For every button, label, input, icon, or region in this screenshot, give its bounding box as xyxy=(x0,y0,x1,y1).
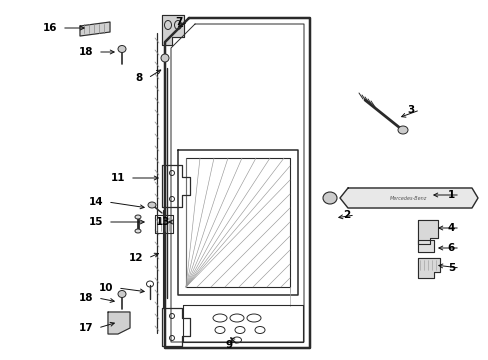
Text: 10: 10 xyxy=(98,283,113,293)
Text: 2: 2 xyxy=(342,210,349,220)
Text: 3: 3 xyxy=(407,105,414,115)
Text: 1: 1 xyxy=(447,190,454,200)
Text: 7: 7 xyxy=(175,17,183,27)
Text: Mercedes-Benz: Mercedes-Benz xyxy=(389,197,427,202)
Text: 18: 18 xyxy=(79,47,93,57)
Polygon shape xyxy=(339,188,477,208)
Text: 18: 18 xyxy=(79,293,93,303)
Ellipse shape xyxy=(118,45,126,53)
Ellipse shape xyxy=(135,215,141,219)
Polygon shape xyxy=(417,258,439,278)
Ellipse shape xyxy=(118,291,126,297)
Text: 6: 6 xyxy=(447,243,454,253)
Ellipse shape xyxy=(161,54,169,62)
Ellipse shape xyxy=(135,229,141,233)
Text: 12: 12 xyxy=(128,253,142,263)
Text: 9: 9 xyxy=(225,340,232,350)
Text: 15: 15 xyxy=(88,217,103,227)
Polygon shape xyxy=(417,220,437,244)
Ellipse shape xyxy=(397,126,407,134)
Text: 4: 4 xyxy=(447,223,454,233)
Text: 17: 17 xyxy=(78,323,93,333)
Polygon shape xyxy=(80,22,110,36)
Text: 16: 16 xyxy=(42,23,57,33)
Text: 8: 8 xyxy=(136,73,142,83)
Text: 5: 5 xyxy=(447,263,454,273)
Text: 11: 11 xyxy=(110,173,125,183)
Text: 13: 13 xyxy=(155,217,170,227)
Text: 14: 14 xyxy=(88,197,103,207)
Polygon shape xyxy=(162,15,183,45)
Polygon shape xyxy=(108,312,130,334)
Ellipse shape xyxy=(323,192,336,204)
Ellipse shape xyxy=(148,202,156,208)
Polygon shape xyxy=(417,240,433,252)
